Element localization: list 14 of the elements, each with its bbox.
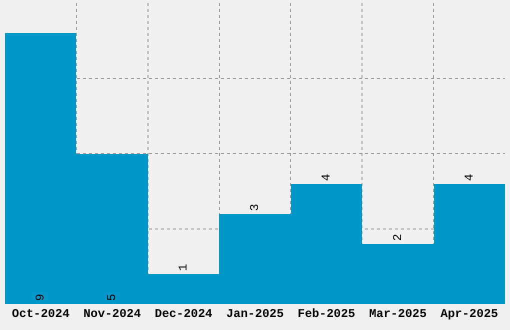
x-tick-label: Feb-2025 — [298, 307, 356, 321]
x-tick-label: Mar-2025 — [369, 307, 427, 321]
data-label: 4 — [320, 174, 334, 181]
data-label: 2 — [391, 234, 405, 241]
x-tick-label: Jan-2025 — [226, 307, 284, 321]
data-label: 4 — [462, 174, 476, 181]
x-tick-label: Dec-2024 — [154, 307, 212, 321]
x-tick-label: Apr-2025 — [440, 307, 498, 321]
data-label: 1 — [176, 264, 190, 271]
x-tick-label: Nov-2024 — [83, 307, 141, 321]
data-label: 5 — [105, 294, 119, 301]
data-label: 3 — [248, 204, 262, 211]
x-tick-label: Oct-2024 — [12, 307, 70, 321]
data-label: 9 — [34, 294, 48, 301]
